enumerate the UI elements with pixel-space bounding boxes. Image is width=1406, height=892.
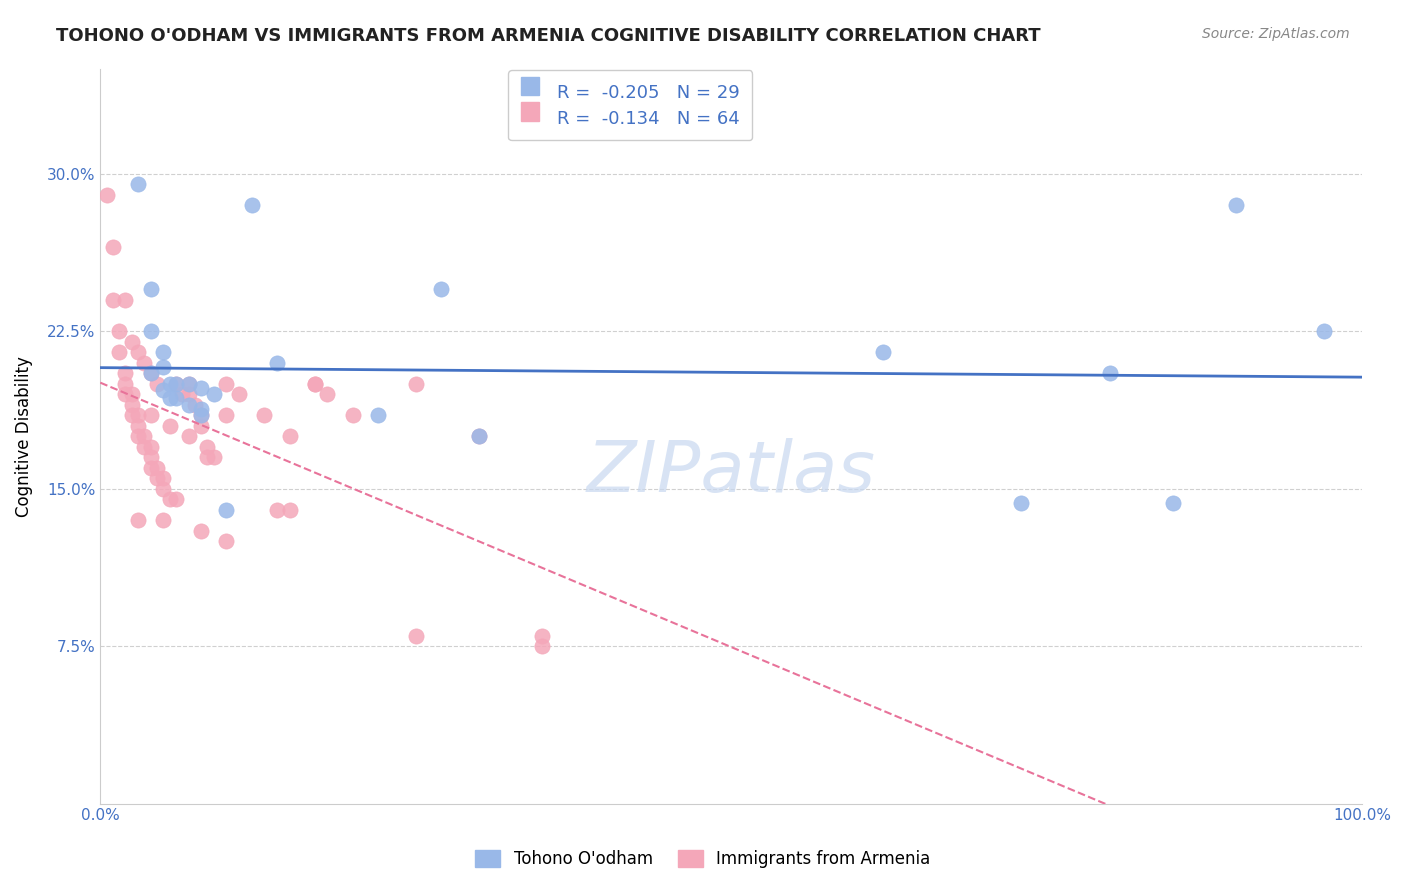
- Point: [405, 629, 427, 643]
- Point: [202, 387, 225, 401]
- Point: [202, 450, 225, 464]
- Point: [342, 408, 364, 422]
- Point: [108, 345, 131, 359]
- Point: [101, 240, 124, 254]
- Point: [101, 293, 124, 307]
- Point: [165, 492, 187, 507]
- Point: [405, 376, 427, 391]
- Point: [190, 418, 212, 433]
- Point: [1161, 496, 1184, 510]
- Point: [177, 429, 200, 443]
- Point: [468, 429, 491, 443]
- Point: [1098, 366, 1121, 380]
- Point: [266, 502, 288, 516]
- Point: [134, 429, 156, 443]
- Point: [215, 534, 238, 549]
- Point: [152, 513, 174, 527]
- Point: [114, 366, 136, 380]
- Point: [127, 345, 149, 359]
- Point: [152, 471, 174, 485]
- Point: [134, 440, 156, 454]
- Point: [108, 324, 131, 338]
- Point: [165, 376, 187, 391]
- Point: [165, 391, 187, 405]
- Point: [159, 391, 181, 405]
- Point: [146, 376, 169, 391]
- Point: [1010, 496, 1032, 510]
- Point: [159, 492, 181, 507]
- Point: [165, 376, 187, 391]
- Point: [1225, 198, 1247, 212]
- Point: [172, 387, 194, 401]
- Y-axis label: Cognitive Disability: Cognitive Disability: [15, 356, 32, 516]
- Point: [215, 408, 238, 422]
- Point: [139, 324, 162, 338]
- Point: [139, 366, 162, 380]
- Point: [139, 408, 162, 422]
- Point: [96, 187, 118, 202]
- Point: [430, 282, 453, 296]
- Point: [152, 359, 174, 374]
- Point: [121, 398, 143, 412]
- Text: ZIPatlas: ZIPatlas: [586, 438, 876, 508]
- Point: [134, 355, 156, 369]
- Point: [121, 387, 143, 401]
- Point: [139, 440, 162, 454]
- Point: [127, 408, 149, 422]
- Point: [190, 408, 212, 422]
- Point: [121, 408, 143, 422]
- Point: [114, 293, 136, 307]
- Point: [152, 383, 174, 397]
- Point: [127, 429, 149, 443]
- Point: [266, 355, 288, 369]
- Point: [278, 429, 301, 443]
- Point: [190, 401, 212, 416]
- Point: [190, 524, 212, 538]
- Point: [159, 418, 181, 433]
- Point: [215, 376, 238, 391]
- Point: [139, 282, 162, 296]
- Point: [253, 408, 276, 422]
- Text: TOHONO O'ODHAM VS IMMIGRANTS FROM ARMENIA COGNITIVE DISABILITY CORRELATION CHART: TOHONO O'ODHAM VS IMMIGRANTS FROM ARMENI…: [56, 27, 1040, 45]
- Point: [228, 387, 250, 401]
- Point: [530, 629, 553, 643]
- Point: [190, 408, 212, 422]
- Point: [215, 502, 238, 516]
- Legend: Tohono O'odham, Immigrants from Armenia: Tohono O'odham, Immigrants from Armenia: [468, 843, 938, 875]
- Point: [139, 460, 162, 475]
- Legend: R =  -0.205   N = 29, R =  -0.134   N = 64: R = -0.205 N = 29, R = -0.134 N = 64: [508, 70, 752, 140]
- Point: [146, 471, 169, 485]
- Point: [121, 334, 143, 349]
- Point: [127, 418, 149, 433]
- Point: [316, 387, 339, 401]
- Point: [152, 482, 174, 496]
- Point: [127, 177, 149, 191]
- Point: [177, 376, 200, 391]
- Point: [146, 460, 169, 475]
- Point: [304, 376, 326, 391]
- Point: [177, 398, 200, 412]
- Point: [197, 450, 219, 464]
- Point: [190, 381, 212, 395]
- Point: [197, 440, 219, 454]
- Point: [152, 345, 174, 359]
- Point: [139, 366, 162, 380]
- Point: [177, 387, 200, 401]
- Point: [139, 450, 162, 464]
- Point: [367, 408, 389, 422]
- Point: [278, 502, 301, 516]
- Point: [468, 429, 491, 443]
- Point: [304, 376, 326, 391]
- Point: [1313, 324, 1336, 338]
- Text: Source: ZipAtlas.com: Source: ZipAtlas.com: [1202, 27, 1350, 41]
- Point: [184, 398, 207, 412]
- Point: [114, 376, 136, 391]
- Point: [872, 345, 894, 359]
- Point: [240, 198, 263, 212]
- Point: [159, 376, 181, 391]
- Point: [530, 639, 553, 653]
- Point: [114, 387, 136, 401]
- Point: [177, 376, 200, 391]
- Point: [127, 513, 149, 527]
